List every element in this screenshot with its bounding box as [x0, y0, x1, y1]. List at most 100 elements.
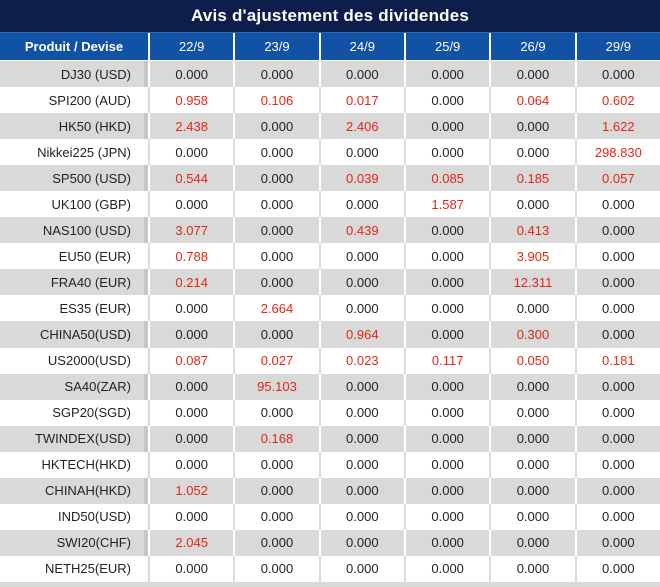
product-cell: HK50 (HKD) — [0, 113, 148, 140]
product-cell: DJ30 (USD) — [0, 61, 148, 88]
dividend-value-cell: 0.000 — [574, 373, 660, 400]
column-header-date: 29/9 — [574, 33, 660, 61]
dividend-value-cell: 0.000 — [233, 555, 319, 582]
dividend-value-cell: 0.181 — [574, 347, 660, 374]
dividend-value-cell: 0.000 — [318, 139, 404, 166]
dividend-value-cell: 1.052 — [148, 477, 234, 504]
dividend-value-cell: 0.958 — [148, 87, 234, 114]
dividend-value-cell: 3.077 — [148, 217, 234, 244]
product-cell: HKTECH(HKD) — [0, 451, 148, 478]
dividend-value-cell: 0.000 — [233, 399, 319, 426]
dividend-value-cell: 0.000 — [403, 399, 490, 426]
table-row: SP500 (USD) 0.544 0.000 0.039 0.085 0.185 0.05… — [0, 165, 660, 192]
dividend-value-cell: 1.622 — [574, 113, 660, 140]
product-cell: SA40(ZAR) — [0, 373, 148, 400]
dividend-value-cell: 0.000 — [489, 451, 575, 478]
product-cell: SWI20(CHF) — [0, 529, 148, 556]
dividend-value-cell: 298.830 — [574, 139, 660, 166]
page-title: Avis d'ajustement des dividendes — [0, 0, 660, 33]
dividend-value-cell: 0.000 — [233, 191, 319, 218]
dividend-value-cell: 0.000 — [403, 425, 490, 452]
dividend-value-cell: 0.000 — [148, 399, 234, 426]
product-cell: TWINDEX(USD) — [0, 425, 148, 452]
dividend-value-cell: 0.185 — [489, 165, 575, 192]
dividend-value-cell: 0.000 — [574, 529, 660, 556]
dividend-value-cell: 0.000 — [574, 555, 660, 582]
dividend-value-cell: 0.000 — [489, 295, 575, 322]
dividend-value-cell: 0.000 — [574, 503, 660, 530]
product-cell: NAS100 (USD) — [0, 217, 148, 244]
column-header-date: 22/9 — [148, 33, 234, 61]
dividend-value-cell: 0.000 — [403, 477, 490, 504]
dividend-value-cell: 0.000 — [318, 191, 404, 218]
dividend-value-cell: 0.000 — [574, 477, 660, 504]
product-cell: FRA40 (EUR) — [0, 269, 148, 296]
dividend-value-cell: 0.000 — [233, 113, 319, 140]
dividend-value-cell: 0.000 — [148, 191, 234, 218]
dividend-value-cell: 0.000 — [233, 503, 319, 530]
dividend-value-cell: 0.000 — [403, 243, 490, 270]
dividend-value-cell: 0.000 — [318, 295, 404, 322]
product-cell: UK100 (GBP) — [0, 191, 148, 218]
dividend-value-cell: 0.000 — [403, 451, 490, 478]
column-header-date: 23/9 — [233, 33, 319, 61]
product-cell: US2000(USD) — [0, 347, 148, 374]
dividend-value-cell: 0.000 — [318, 61, 404, 88]
table-row: SWI20(CHF) 2.045 0.000 0.000 0.000 0.000 0.000 — [0, 529, 660, 556]
dividend-value-cell: 0.000 — [489, 139, 575, 166]
dividend-value-cell: 0.064 — [489, 87, 575, 114]
column-header-date: 26/9 — [489, 33, 575, 61]
product-cell: EU50 (EUR) — [0, 243, 148, 270]
dividend-value-cell: 0.000 — [148, 295, 234, 322]
dividend-value-cell: 0.000 — [489, 529, 575, 556]
dividend-value-cell: 0.000 — [318, 269, 404, 296]
product-cell: SP500 (USD) — [0, 165, 148, 192]
dividend-value-cell: 0.000 — [233, 451, 319, 478]
dividend-table: Produit / Devise 22/9 23/9 24/9 25/9 26/… — [0, 33, 660, 582]
table-row: SA40(ZAR) 0.000 95.103 0.000 0.000 0.000 0.000 — [0, 373, 660, 400]
dividend-value-cell: 0.000 — [233, 243, 319, 270]
dividend-value-cell: 0.000 — [403, 295, 490, 322]
dividend-value-cell: 0.000 — [574, 191, 660, 218]
dividend-value-cell: 0.057 — [574, 165, 660, 192]
table-row: SPI200 (AUD) 0.958 0.106 0.017 0.000 0.064 0.6… — [0, 87, 660, 114]
dividend-value-cell: 0.000 — [318, 373, 404, 400]
dividend-value-cell: 0.000 — [403, 217, 490, 244]
dividend-value-cell: 0.000 — [148, 139, 234, 166]
dividend-value-cell: 1.587 — [403, 191, 490, 218]
dividend-value-cell: 12.311 — [489, 269, 575, 296]
dividend-value-cell: 0.000 — [403, 529, 490, 556]
dividend-value-cell: 0.000 — [403, 373, 490, 400]
dividend-value-cell: 0.000 — [318, 399, 404, 426]
column-header-date: 25/9 — [403, 33, 490, 61]
dividend-value-cell: 0.000 — [233, 61, 319, 88]
column-header-product: Produit / Devise — [0, 33, 148, 61]
table-row: UK100 (GBP) 0.000 0.000 0.000 1.587 0.000 0.00… — [0, 191, 660, 218]
dividend-value-cell: 0.000 — [403, 113, 490, 140]
dividend-value-cell: 0.439 — [318, 217, 404, 244]
dividend-value-cell: 0.000 — [148, 425, 234, 452]
dividend-value-cell: 0.023 — [318, 347, 404, 374]
dividend-value-cell: 0.300 — [489, 321, 575, 348]
dividend-value-cell: 0.000 — [233, 321, 319, 348]
dividend-value-cell: 0.000 — [403, 269, 490, 296]
dividend-value-cell: 0.085 — [403, 165, 490, 192]
dividend-value-cell: 0.000 — [574, 217, 660, 244]
dividend-value-cell: 2.045 — [148, 529, 234, 556]
dividend-value-cell: 0.964 — [318, 321, 404, 348]
dividend-value-cell: 0.000 — [489, 61, 575, 88]
table-row: US2000(USD) 0.087 0.027 0.023 0.117 0.050 0.18… — [0, 347, 660, 374]
dividend-value-cell: 0.000 — [148, 373, 234, 400]
table-row: TWINDEX(USD) 0.000 0.168 0.000 0.000 0.000 0.0… — [0, 425, 660, 452]
dividend-value-cell: 0.117 — [403, 347, 490, 374]
dividend-value-cell: 95.103 — [233, 373, 319, 400]
dividend-value-cell: 0.000 — [574, 269, 660, 296]
dividend-value-cell: 0.000 — [148, 555, 234, 582]
dividend-value-cell: 0.000 — [489, 113, 575, 140]
dividend-value-cell: 2.664 — [233, 295, 319, 322]
product-cell: NETH25(EUR) — [0, 555, 148, 582]
table-row: NETH25(EUR) 0.000 0.000 0.000 0.000 0.000 0.00… — [0, 555, 660, 582]
dividend-value-cell: 0.000 — [489, 503, 575, 530]
table-row: NAS100 (USD) 3.077 0.000 0.439 0.000 0.413 0.0… — [0, 217, 660, 244]
